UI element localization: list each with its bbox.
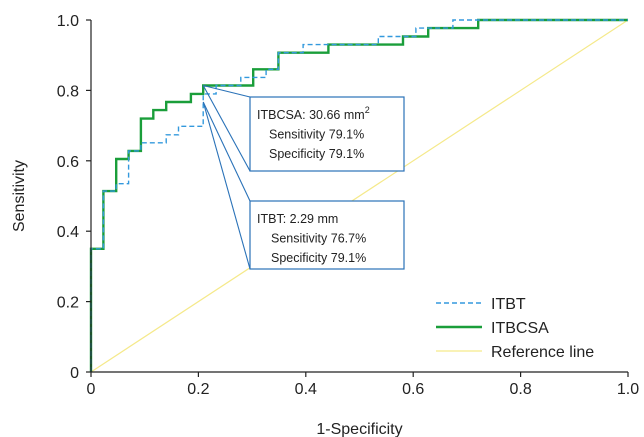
- legend-item: ITBT: [436, 296, 526, 313]
- legend: ITBT ITBCSA Reference line: [436, 296, 594, 361]
- ticks-layer: 0 0.2 0.4 0.6 0.8 1.0 0 0.2 0.4 0.6 0.8 1.0: [57, 13, 639, 398]
- annotations-layer: ITBCSA: 30.66 mm2 Sensitivity 79.1% Specif…: [202, 84, 405, 270]
- x-tick-label: 0.2: [187, 381, 209, 398]
- series-line-itbt: [90, 19, 628, 372]
- legend-label: Reference line: [491, 344, 594, 361]
- annotation-line: Sensitivity 76.7%: [271, 232, 366, 246]
- y-axis-label: Sensitivity: [11, 160, 28, 232]
- legend-item: Reference line: [436, 344, 594, 361]
- reference-layer: [90, 19, 629, 373]
- callout-box: [249, 96, 405, 172]
- annotation-title: ITBT: 2.29 mm: [257, 212, 338, 226]
- callout-line: [202, 85, 251, 172]
- legend-label: ITBCSA: [491, 320, 549, 337]
- y-tick-label: 1.0: [57, 13, 79, 30]
- series-layer: [89, 18, 628, 372]
- annotation-1: ITBT: 2.29 mm Sensitivity 76.7% Specificit…: [202, 101, 405, 270]
- annotation-line: Sensitivity 79.1%: [269, 128, 364, 142]
- annotation-line: Specificity 79.1%: [269, 147, 364, 161]
- y-tick-label: 0.4: [57, 224, 79, 241]
- x-tick-label: 1.0: [617, 381, 639, 398]
- x-tick-label: 0.4: [295, 381, 317, 398]
- callout-line: [203, 84, 251, 98]
- callout-box: [249, 200, 405, 270]
- axes-layer: [90, 20, 628, 373]
- x-tick-label: 0.6: [402, 381, 424, 398]
- x-axis-label: 1-Specificity: [316, 421, 402, 437]
- annotation-line: Specificity 79.1%: [271, 251, 366, 265]
- callout-line: [202, 101, 251, 270]
- annotation-title: ITBCSA: 30.66 mm2: [257, 105, 370, 122]
- series-line-itbcsa: [89, 18, 628, 372]
- legend-label: ITBT: [491, 296, 526, 313]
- callout-line: [202, 101, 251, 202]
- y-tick-label: 0.6: [57, 154, 79, 171]
- x-tick-label: 0.8: [509, 381, 531, 398]
- y-tick-label: 0.2: [57, 295, 79, 312]
- y-tick-label: 0.8: [57, 83, 79, 100]
- legend-item: ITBCSA: [436, 320, 549, 337]
- annotation-0: ITBCSA: 30.66 mm2 Sensitivity 79.1% Specif…: [202, 84, 405, 172]
- series-line-reference-line: [90, 19, 629, 373]
- y-tick-label: 0: [70, 365, 79, 382]
- x-tick-label: 0: [87, 381, 96, 398]
